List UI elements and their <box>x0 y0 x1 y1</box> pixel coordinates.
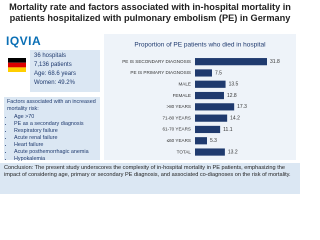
category-label: TOTAL <box>177 149 192 154</box>
value-label: 13.2 <box>228 149 238 155</box>
risk-item: Acute renal failure <box>14 135 97 142</box>
risk-item: Heart failure <box>14 142 97 149</box>
bar <box>195 69 212 77</box>
bar <box>195 114 228 122</box>
risk-heading: Factors associated with an increased mor… <box>7 99 96 112</box>
risk-item: Hypokalemia <box>14 156 97 163</box>
stat: 7,136 patients <box>34 62 72 68</box>
page: Mortality rate and factors associated wi… <box>0 0 300 194</box>
chart-title: Proportion of PE patients who died in ho… <box>134 42 266 49</box>
risk-list: Age >70PE as a secondary diagnosisRespir… <box>7 114 97 163</box>
title: Mortality rate and factors associated wi… <box>9 2 291 23</box>
bar <box>195 91 224 100</box>
chart: Proportion of PE patients who died in ho… <box>104 34 296 160</box>
value-label: 5.3 <box>210 138 217 144</box>
value-label: 13.5 <box>229 82 239 88</box>
bar <box>195 58 267 66</box>
value-label: 12.8 <box>227 93 237 99</box>
category-label: 71-80 YEARS <box>162 115 191 120</box>
bar <box>195 148 225 156</box>
stats-box: 36 hospitals 7,136 patients Age: 68.6 year… <box>30 50 100 92</box>
category-label: 61-70 YEARS <box>162 127 191 132</box>
value-label: 14.2 <box>230 115 240 121</box>
risk-item: Age >70 <box>14 114 97 121</box>
category-label: >80 YEARS <box>166 104 191 109</box>
category-label: FEMALE <box>173 93 191 98</box>
risk-box: Factors associated with an increased mor… <box>4 97 100 163</box>
risk-item: PE as a secondary diagnosis <box>14 121 97 128</box>
category-label: MALE <box>178 81 191 86</box>
category-label: PE IS SECONDARY DIAGNOSIS <box>122 59 191 64</box>
bar <box>195 80 226 88</box>
bar <box>195 103 235 111</box>
stat: Age: 68.6 years <box>34 71 77 77</box>
risk-item: Respiratory failure <box>14 128 97 135</box>
category-label: ≤60 YEARS <box>167 138 191 143</box>
value-label: 7.5 <box>215 70 222 76</box>
conclusion: Conclusion: The present study underscore… <box>0 163 300 194</box>
value-label: 17.3 <box>237 104 247 110</box>
risk-item: Acute posthemorrhagic anemia <box>14 149 97 156</box>
category-label: PE IS PRIMARY DIAGNOSIS <box>130 70 191 75</box>
value-label: 31.8 <box>270 59 280 65</box>
bar <box>195 137 207 145</box>
value-label: 11.1 <box>223 127 233 133</box>
stat: 36 hospitals <box>34 53 67 59</box>
stat: Women: 49.2% <box>34 80 75 86</box>
bar <box>195 125 221 134</box>
logo: IQVIA <box>6 34 42 48</box>
flag <box>8 58 26 72</box>
